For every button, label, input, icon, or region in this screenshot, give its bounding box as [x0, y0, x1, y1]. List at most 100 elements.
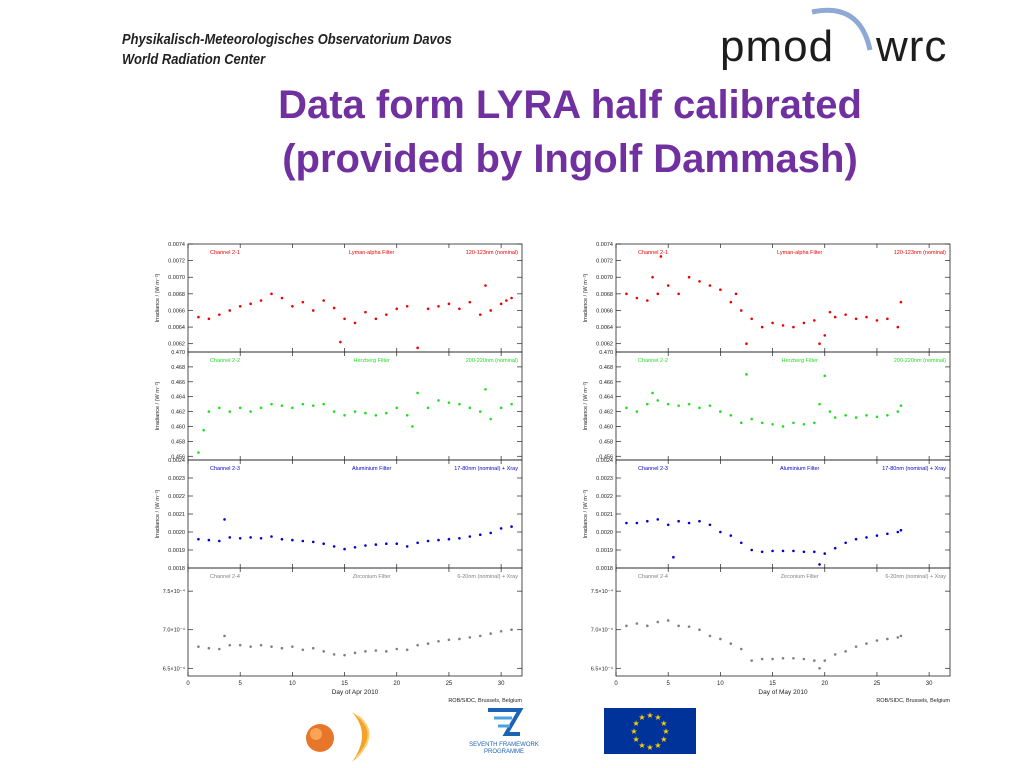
data-point [437, 639, 440, 643]
data-point [416, 346, 419, 350]
data-point [813, 550, 816, 554]
data-point [468, 300, 472, 304]
data-point [301, 539, 305, 543]
data-point [802, 422, 806, 426]
y-tick-label: 0.0019 [596, 548, 613, 554]
data-point [729, 642, 733, 645]
y-tick-label: 0.458 [171, 439, 185, 445]
data-point [896, 530, 900, 534]
data-point [651, 275, 654, 279]
data-point [802, 321, 806, 325]
data-point [635, 410, 639, 413]
data-point [771, 549, 774, 553]
data-point [781, 549, 785, 553]
y-tick-label: 7.0×10⁻⁴ [163, 627, 186, 634]
data-point [750, 417, 753, 421]
panel-1: 0.0062 0.0064 0.0066 0.0068 0.0070 0.0072 0.00… [583, 242, 951, 353]
data-point [792, 421, 795, 425]
data-point [635, 296, 639, 300]
eu-star-icon: ★ [660, 735, 667, 744]
eu-star-icon: ★ [646, 711, 653, 720]
data-point [332, 410, 336, 413]
data-point [343, 547, 346, 551]
data-point [385, 313, 388, 316]
filter-label: Herzberg Filter [354, 358, 391, 364]
data-point [405, 648, 409, 652]
data-point [374, 649, 378, 652]
data-point [489, 417, 492, 421]
y-axis-label: Irradiance / (W m⁻²) [155, 273, 161, 322]
data-point [207, 317, 211, 321]
y-tick-label: 0.462 [599, 410, 613, 416]
y-tick-label: 0.0068 [596, 292, 613, 298]
data-point [405, 305, 409, 308]
data-point [886, 317, 889, 321]
y-tick-label: 6.5×10⁻⁴ [591, 665, 614, 672]
data-point [771, 321, 774, 325]
data-point [249, 645, 252, 648]
data-point [625, 292, 628, 296]
data-point [280, 646, 284, 650]
y-tick-label: 0.0072 [596, 259, 613, 265]
band-label: 120-123nm (nominal) [894, 250, 946, 256]
eu-star-icon: ★ [633, 735, 640, 744]
y-tick-label: 0.456 [171, 454, 185, 460]
eu-star-icon: ★ [654, 713, 661, 722]
x-tick-label: 0 [186, 681, 190, 687]
panel-3: 0.0018 0.0019 0.0020 0.0021 0.0022 0.0023 0.00… [583, 458, 951, 572]
data-point [854, 317, 858, 321]
data-point [635, 521, 639, 525]
data-point [656, 518, 660, 521]
data-point [666, 619, 670, 622]
y-tick-label: 0.468 [171, 365, 185, 371]
y-tick-label: 0.466 [599, 380, 613, 386]
y-tick-label: 0.468 [599, 365, 613, 371]
data-point [238, 406, 242, 410]
data-point [760, 657, 764, 661]
pmod-wrc-logo: pmod wrc [720, 6, 960, 72]
data-point [301, 402, 305, 406]
data-point [468, 535, 472, 538]
data-point [687, 402, 691, 406]
y-tick-label: 0.0023 [596, 476, 613, 482]
credit-label: ROB/SIDC, Brussels, Belgium [876, 698, 950, 704]
panel-1: 0.0062 0.0064 0.0066 0.0068 0.0070 0.0072 0.00… [155, 242, 523, 353]
y-tick-label: 0.0070 [168, 275, 185, 281]
data-point [875, 639, 879, 642]
data-point [280, 296, 284, 300]
data-point [865, 642, 868, 645]
band-label: 6-20nm (nominal) + Xray [885, 574, 946, 580]
data-point [426, 539, 430, 543]
data-point [202, 428, 205, 432]
band-label: 200-220nm (nominal) [466, 358, 518, 364]
band-label: 6-20nm (nominal) + Xray [457, 574, 518, 580]
data-point [646, 402, 649, 406]
logo-arc-icon [811, 7, 873, 51]
data-point [489, 309, 492, 312]
data-point [687, 521, 691, 525]
data-point [844, 541, 847, 545]
y-tick-label: 0.470 [599, 350, 613, 356]
data-point [207, 410, 211, 413]
data-point [322, 299, 325, 302]
y-tick-label: 0.0064 [168, 325, 185, 331]
channel-label: Channel 2-1 [638, 250, 668, 256]
data-point [651, 391, 654, 395]
filter-label: Zirconium Filter [781, 574, 819, 580]
y-tick-label: 7.0×10⁻⁴ [591, 627, 614, 634]
data-point [781, 656, 785, 660]
data-point [708, 284, 712, 287]
y-tick-label: 0.0024 [596, 458, 613, 464]
data-point [447, 638, 451, 642]
y-tick-label: 7.5×10⁻⁴ [591, 588, 614, 595]
data-point [698, 280, 701, 283]
data-point [353, 651, 357, 655]
panel-frame [615, 567, 951, 677]
data-point [899, 634, 903, 638]
data-point [875, 415, 879, 419]
y-tick-label: 0.0020 [168, 530, 185, 536]
data-point [339, 340, 342, 344]
eu-star-icon: ★ [638, 713, 645, 722]
data-point [437, 538, 440, 542]
data-point [374, 317, 378, 321]
